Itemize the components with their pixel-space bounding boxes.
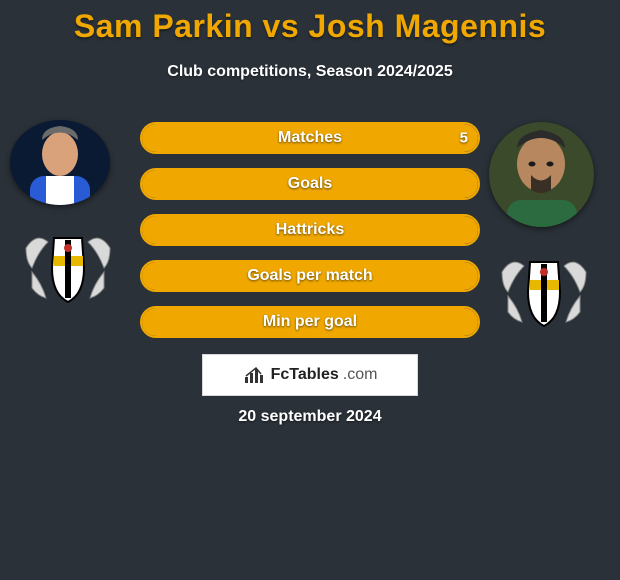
bar-fill-right: [142, 262, 478, 290]
stat-bar: Goals per match: [140, 260, 480, 292]
bar-value-right: 5: [460, 130, 468, 147]
player-right-avatar: [489, 122, 594, 227]
stat-bar: Min per goal: [140, 306, 480, 338]
player-left-avatar: [10, 120, 110, 205]
subtitle: Club competitions, Season 2024/2025: [0, 63, 620, 81]
bar-fill-right: [142, 216, 478, 244]
stat-bar: Matches5: [140, 122, 480, 154]
bar-fill-right: [142, 308, 478, 336]
crest-left-svg: [18, 228, 118, 308]
date-line: 20 september 2024: [0, 408, 620, 426]
bar-fill-right: [142, 124, 478, 152]
crest-right-svg: [494, 252, 594, 332]
brand-suffix: .com: [343, 366, 378, 384]
club-crest-right: [494, 252, 594, 332]
avatar-right-svg: [489, 122, 594, 227]
stat-bar: Hattricks: [140, 214, 480, 246]
club-crest-left: [18, 228, 118, 308]
stat-bars: Matches5 Goals Hattricks Goals per match Min…: [140, 122, 480, 352]
brand-name: FcTables: [271, 366, 339, 384]
bar-fill-right: [142, 170, 478, 198]
stat-bar: Goals: [140, 168, 480, 200]
brand-box: FcTables.com: [202, 354, 418, 396]
avatar-left-svg: [10, 120, 110, 205]
brand-chart-icon: [243, 365, 267, 385]
page-title: Sam Parkin vs Josh Magennis: [0, 0, 620, 45]
